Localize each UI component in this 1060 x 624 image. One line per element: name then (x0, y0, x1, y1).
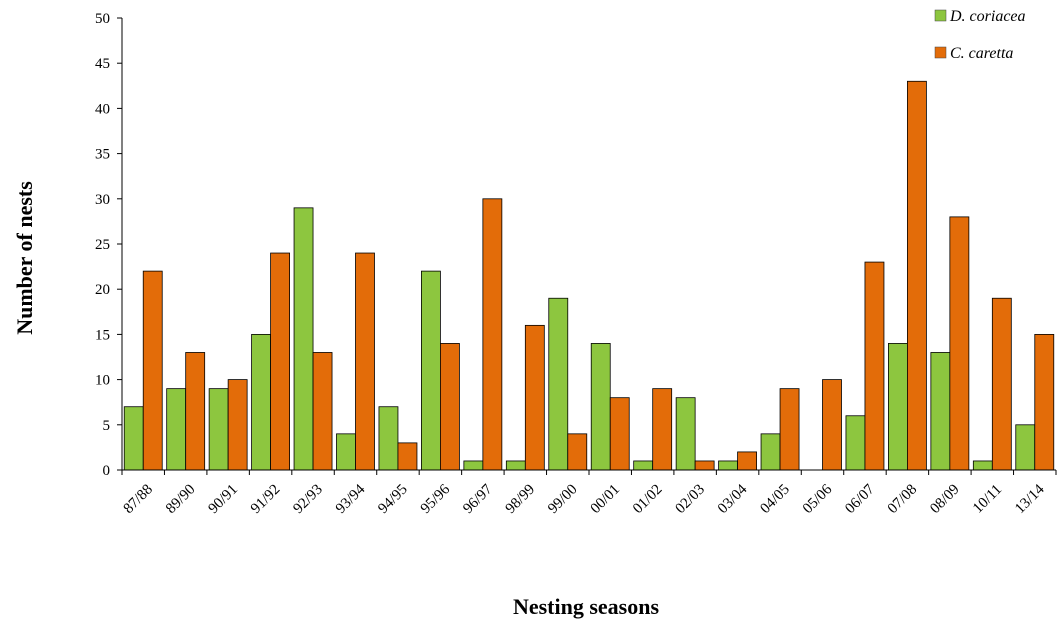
x-tick-label: 07/08 (885, 482, 920, 517)
y-tick-label: 30 (95, 192, 110, 208)
x-tick-label: 94/95 (375, 482, 410, 517)
x-tick-label: 90/91 (205, 482, 240, 517)
bar-d-coriacea-00-01 (590, 343, 611, 471)
y-tick-label: 15 (95, 327, 110, 343)
bar-d-coriacea-94-95 (378, 406, 399, 471)
x-tick-label: 00/01 (588, 482, 623, 517)
x-tick-label: 03/04 (715, 481, 751, 517)
bar-d-coriacea-10-11 (972, 460, 993, 471)
bar-d-coriacea-91-92 (251, 333, 271, 471)
legend-label-d-coriacea: D. coriacea (949, 8, 1026, 25)
bars-layer (123, 80, 1055, 471)
bar-d-coriacea-99-00 (548, 297, 569, 471)
x-ticks: 87/88 89/90 90/91 91/92 92/93 93/94 94/95 95/96… (121, 470, 1057, 517)
y-tick-label: 45 (95, 56, 110, 72)
y-tick-label: 20 (95, 282, 110, 298)
x-tick-label: 98/99 (503, 482, 538, 517)
x-tick-label: 01/02 (630, 482, 665, 517)
bar-c-caretta-95-96 (440, 343, 460, 471)
bar-d-coriacea-01-02 (633, 460, 654, 471)
bar-c-caretta-87-88 (142, 270, 163, 471)
bar-c-caretta-94-95 (397, 442, 418, 471)
bar-c-caretta-93-94 (355, 252, 375, 471)
legend-swatch-d-coriacea (934, 9, 947, 22)
y-tick-label: 35 (95, 147, 110, 163)
bar-d-coriacea-13-14 (1015, 424, 1036, 471)
bar-d-coriacea-93-94 (336, 433, 356, 471)
bar-d-coriacea-98-99 (505, 460, 526, 471)
x-tick-label: 06/07 (842, 481, 878, 517)
x-tick-label: 13/14 (1012, 481, 1048, 517)
bar-c-caretta-10-11 (991, 297, 1012, 471)
bar-c-caretta-96-97 (482, 198, 503, 471)
bar-c-caretta-91-92 (270, 252, 290, 471)
bar-d-coriacea-87-88 (123, 406, 144, 471)
bar-d-coriacea-92-93 (293, 207, 314, 471)
bar-c-caretta-00-01 (609, 397, 630, 471)
x-tick-label: 89/90 (163, 482, 198, 517)
x-tick-label: 02/03 (672, 482, 707, 517)
x-tick-label: 04/05 (757, 482, 792, 517)
y-tick-label: 40 (95, 101, 110, 117)
bar-c-caretta-98-99 (524, 324, 545, 471)
legend-swatch-c-caretta (934, 46, 947, 59)
y-tick-label: 50 (95, 11, 110, 27)
bar-c-caretta-99-00 (567, 433, 588, 471)
bar-d-coriacea-96-97 (463, 460, 484, 471)
bar-c-caretta-89-90 (185, 352, 206, 471)
bar-d-coriacea-08-09 (930, 352, 951, 471)
y-tick-label: 25 (95, 237, 110, 253)
bar-c-caretta-06-07 (864, 261, 885, 471)
x-tick-label: 99/00 (545, 482, 580, 517)
bar-c-caretta-01-02 (652, 388, 673, 471)
y-tick-label: 10 (95, 373, 110, 389)
bar-d-coriacea-02-03 (675, 397, 696, 471)
bar-c-caretta-03-04 (737, 451, 757, 471)
y-tick-label: 5 (103, 418, 111, 434)
bar-d-coriacea-07-08 (888, 343, 908, 471)
x-axis-title: Nesting seasons (513, 594, 660, 619)
bar-d-coriacea-04-05 (760, 433, 781, 471)
bar-c-caretta-13-14 (1034, 333, 1055, 471)
y-ticks: 0 5 10 15 20 25 30 35 40 45 50 (95, 11, 122, 479)
x-tick-label: 87/88 (121, 482, 156, 517)
bar-d-coriacea-06-07 (845, 415, 866, 471)
legend: D. coriacea C. caretta (934, 8, 1026, 62)
x-tick-label: 96/97 (460, 481, 496, 517)
bar-c-caretta-08-09 (949, 216, 970, 471)
bar-c-caretta-05-06 (822, 379, 842, 471)
bar-c-caretta-90-91 (227, 379, 248, 471)
bar-c-caretta-92-93 (312, 352, 333, 471)
y-axis-title: Number of nests (12, 181, 37, 335)
legend-label-c-caretta: C. caretta (950, 45, 1013, 62)
bar-c-caretta-02-03 (694, 460, 715, 471)
bar-c-caretta-07-08 (907, 80, 927, 471)
x-tick-label: 93/94 (333, 481, 369, 517)
x-tick-label: 95/96 (418, 481, 454, 517)
x-tick-label: 08/09 (927, 482, 962, 517)
bar-d-coriacea-95-96 (421, 270, 441, 471)
x-tick-label: 91/92 (248, 482, 283, 517)
x-tick-label: 10/11 (970, 482, 1005, 517)
x-tick-label: 05/06 (800, 481, 836, 517)
bar-c-caretta-04-05 (779, 388, 800, 471)
bar-d-coriacea-90-91 (208, 388, 229, 471)
bar-d-coriacea-89-90 (166, 388, 187, 471)
x-tick-label: 92/93 (290, 482, 325, 517)
y-tick-label: 0 (103, 463, 111, 479)
bar-d-coriacea-03-04 (718, 460, 738, 471)
